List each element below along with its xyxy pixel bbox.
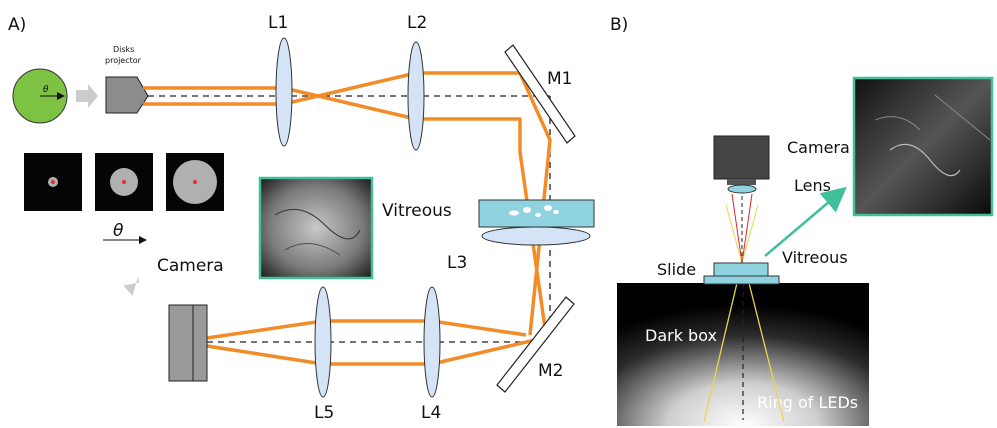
projector-label-line2: projector [105, 56, 142, 65]
lens-l1 [275, 37, 293, 147]
lens-l1-label: L1 [268, 13, 288, 33]
camera-b-icon [713, 135, 770, 180]
vitreous-sample-a [478, 199, 595, 228]
panel-label-b: B) [610, 15, 628, 35]
inset-arrow-icon [764, 186, 847, 257]
slide-label: Slide [657, 260, 696, 279]
mirror-m2-label: M2 [538, 361, 563, 381]
dark-box-label: Dark box [645, 326, 717, 345]
mirror-m1-label: M1 [547, 69, 572, 89]
lens-b-icon [727, 184, 757, 194]
ring-label: Ring of LEDs [757, 393, 858, 412]
optical-axis [148, 95, 551, 343]
camera-label-a: Camera [157, 256, 224, 276]
projector-icon [105, 76, 149, 114]
disk-icon: θ [12, 68, 68, 124]
vitreous-image-inset [258, 176, 374, 280]
lens-l2 [407, 41, 425, 151]
lens-l3 [481, 226, 591, 246]
camera-label-b: Camera [787, 138, 850, 157]
lens-l4-label: L4 [421, 403, 441, 423]
lens-l5 [314, 286, 332, 398]
arrow-icon [76, 84, 98, 108]
light-beams [143, 71, 552, 366]
lens-l4 [423, 286, 441, 398]
projector-label-line1: Disks [113, 45, 134, 54]
vitreous-label-b: Vitreous [782, 248, 848, 267]
disk-theta-label: θ [43, 85, 49, 95]
lens-l3-label: L3 [447, 253, 467, 273]
disk-thumbnails [24, 153, 224, 211]
camera-b-mount [727, 179, 756, 185]
theta-label: θ [113, 221, 124, 241]
camera-arrow-icon [123, 276, 140, 297]
lenses [275, 37, 591, 398]
led-light-cone [703, 282, 785, 423]
vitreous-photo-inset [852, 76, 994, 217]
mirror-m1 [504, 44, 576, 144]
mirror-m2 [496, 296, 575, 393]
slide [703, 275, 780, 285]
lens-l2-label: L2 [407, 13, 427, 33]
lens-l5-label: L5 [314, 403, 334, 423]
lens-label-b: Lens [794, 176, 831, 195]
vitreous-sample-b [713, 262, 769, 277]
rays-b [725, 190, 759, 264]
panel-label-a: A) [8, 15, 26, 35]
vitreous-label-a: Vitreous [382, 201, 452, 221]
camera-icon [168, 304, 208, 382]
